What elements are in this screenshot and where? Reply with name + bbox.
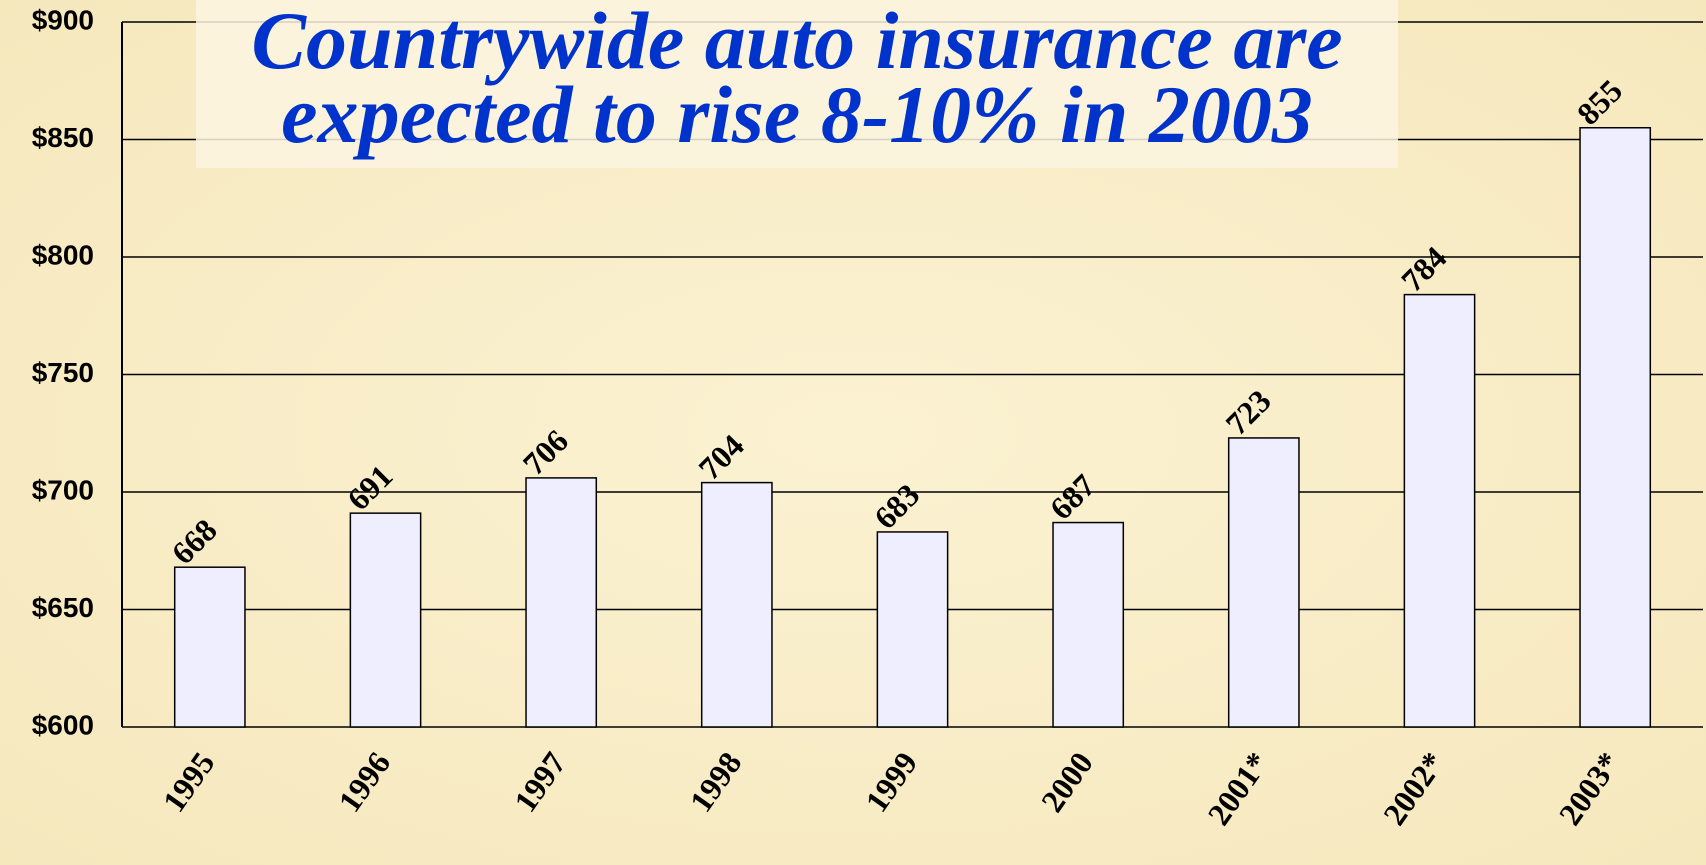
x-tick-label: 2003* — [1552, 745, 1627, 831]
x-tick-label: 2001* — [1200, 745, 1275, 831]
bar — [876, 531, 949, 728]
data-label: 691 — [340, 458, 399, 517]
title-box — [196, 0, 1398, 168]
y-tick-label: $700 — [32, 474, 94, 505]
data-label: 683 — [867, 476, 926, 535]
y-tick-label: $900 — [32, 4, 94, 35]
bar — [700, 481, 773, 728]
y-tick-label: $850 — [32, 122, 94, 153]
chart-title: Countrywide auto insurance are — [251, 0, 1342, 86]
bar — [173, 566, 246, 728]
x-tick-label: 1995 — [155, 745, 221, 818]
y-tick-label: $800 — [32, 239, 94, 270]
data-label: 687 — [1043, 467, 1102, 526]
y-tick-label: $750 — [32, 357, 94, 388]
x-tick-label: 1998 — [682, 745, 748, 818]
bar — [349, 512, 422, 728]
data-label: 706 — [516, 422, 575, 481]
bar — [525, 477, 598, 728]
x-tick-label: 1996 — [331, 745, 397, 818]
x-tick-label: 1997 — [507, 745, 573, 818]
data-label: 855 — [1570, 72, 1629, 131]
chart-title: expected to rise 8-10% in 2003 — [281, 69, 1313, 160]
x-tick-label: 2002* — [1376, 745, 1451, 831]
bar — [1052, 521, 1125, 728]
bar — [1403, 293, 1476, 728]
y-tick-label: $650 — [32, 592, 94, 623]
data-label: 668 — [164, 512, 223, 571]
bar — [1579, 127, 1652, 728]
data-label: 784 — [1394, 239, 1453, 298]
x-tick-label: 2000 — [1034, 745, 1100, 818]
x-tick-label: 1999 — [858, 745, 924, 818]
bar — [1227, 437, 1300, 728]
data-label: 704 — [691, 427, 750, 486]
y-tick-label: $600 — [32, 709, 94, 740]
data-label: 723 — [1218, 382, 1277, 441]
